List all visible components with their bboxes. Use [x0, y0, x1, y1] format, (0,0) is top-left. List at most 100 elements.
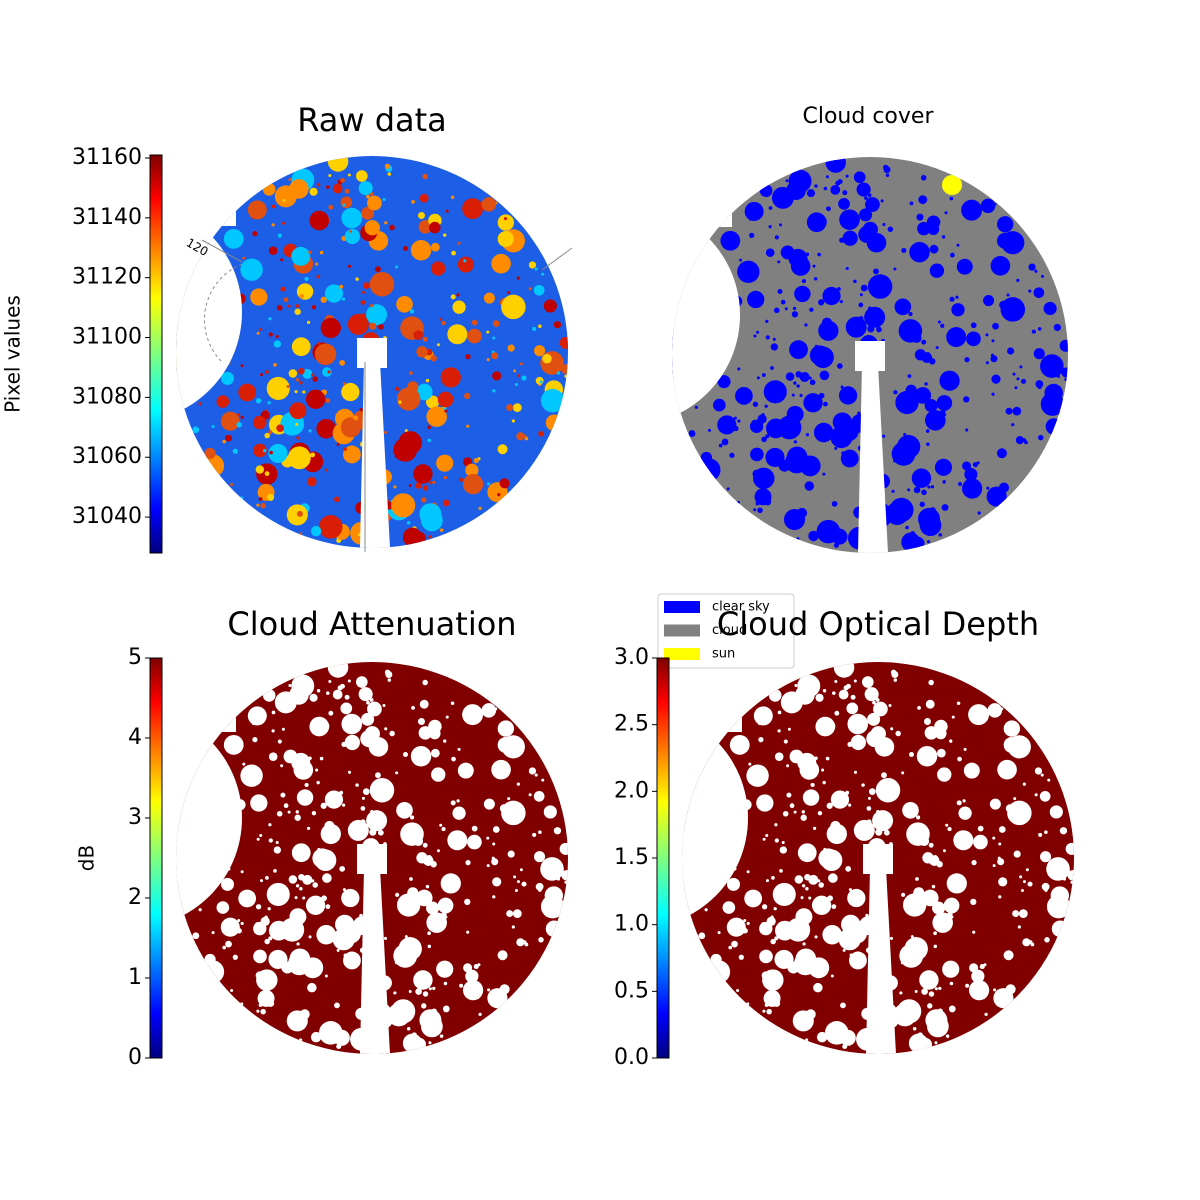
blob: [499, 478, 510, 489]
blob: [746, 764, 769, 787]
colorbar-tick-label: 31080: [72, 384, 142, 409]
blob: [302, 896, 306, 900]
blob: [314, 343, 337, 366]
blob: [342, 888, 346, 892]
blob: [516, 938, 525, 947]
blob: [367, 701, 382, 717]
blob: [729, 735, 750, 755]
blob: [938, 533, 943, 537]
colorbar-tick-label: 31140: [72, 205, 142, 230]
blob: [240, 1002, 244, 1006]
blob: [694, 405, 698, 409]
blob: [316, 274, 320, 279]
blob: [295, 378, 300, 382]
blob: [459, 983, 464, 988]
blob: [302, 390, 306, 394]
blob: [776, 975, 782, 981]
blob: [362, 282, 370, 290]
blob: [437, 391, 454, 408]
blob: [756, 794, 774, 812]
blob: [838, 420, 859, 442]
blob: [867, 712, 881, 726]
blob: [890, 727, 894, 731]
blob: [211, 425, 215, 429]
blob: [787, 727, 791, 731]
blob: [450, 294, 456, 300]
blob: [717, 415, 737, 435]
blob: [808, 530, 819, 542]
blob: [838, 689, 849, 700]
blob: [777, 729, 781, 733]
colorbar: [656, 657, 670, 1059]
blob: [942, 849, 946, 853]
blob: [271, 729, 275, 733]
blob: [450, 701, 455, 706]
blob: [264, 938, 270, 945]
blob: [787, 926, 792, 931]
blob: [223, 229, 244, 249]
blob: [774, 752, 784, 761]
blob: [951, 303, 965, 317]
blob: [369, 271, 395, 297]
blob: [728, 945, 733, 950]
blob: [846, 702, 859, 715]
blob: [818, 299, 825, 306]
blob: [851, 419, 857, 425]
blob: [370, 303, 374, 308]
blob: [384, 669, 391, 675]
blob: [902, 893, 927, 917]
blob: [344, 228, 360, 245]
blob: [486, 864, 490, 868]
blob: [1003, 218, 1007, 222]
blob: [1014, 386, 1018, 390]
blob: [422, 173, 428, 180]
blob: [393, 485, 397, 489]
mask-top-left: [176, 662, 236, 732]
blob: [430, 242, 440, 252]
blob: [750, 447, 764, 462]
blob: [891, 489, 895, 493]
blob: [395, 265, 399, 269]
blob: [768, 689, 782, 702]
blob: [872, 810, 894, 832]
blob: [1038, 434, 1044, 441]
blob: [801, 279, 807, 284]
polar-grid-line: [541, 247, 573, 271]
blob: [375, 772, 381, 779]
blob: [816, 519, 841, 544]
blob: [447, 324, 468, 345]
blob: [882, 434, 886, 438]
blob: [299, 887, 303, 891]
blob: [758, 736, 764, 743]
blob: [540, 857, 564, 881]
blob: [853, 770, 858, 774]
blob: [984, 1012, 988, 1017]
blob: [492, 371, 502, 381]
blob: [253, 443, 267, 458]
blob: [516, 432, 525, 441]
blob: [507, 291, 511, 295]
blob: [1040, 354, 1064, 378]
blob: [522, 434, 527, 439]
blob: [783, 739, 788, 744]
blob: [540, 894, 565, 919]
blob: [737, 260, 760, 284]
blob: [963, 747, 967, 751]
blob: [506, 404, 514, 412]
blob: [268, 430, 273, 435]
blob: [275, 840, 279, 845]
blob: [788, 248, 808, 268]
blob: [916, 745, 938, 767]
blob: [478, 1012, 482, 1017]
blob: [264, 977, 270, 982]
blob: [340, 417, 361, 438]
blob: [953, 830, 974, 851]
blob: [516, 782, 520, 786]
blob: [310, 958, 315, 964]
blob: [938, 986, 942, 991]
blob: [258, 497, 263, 501]
blob: [310, 525, 322, 537]
blob: [296, 942, 300, 946]
blob: [928, 679, 934, 686]
mask-top-left: [672, 157, 732, 227]
